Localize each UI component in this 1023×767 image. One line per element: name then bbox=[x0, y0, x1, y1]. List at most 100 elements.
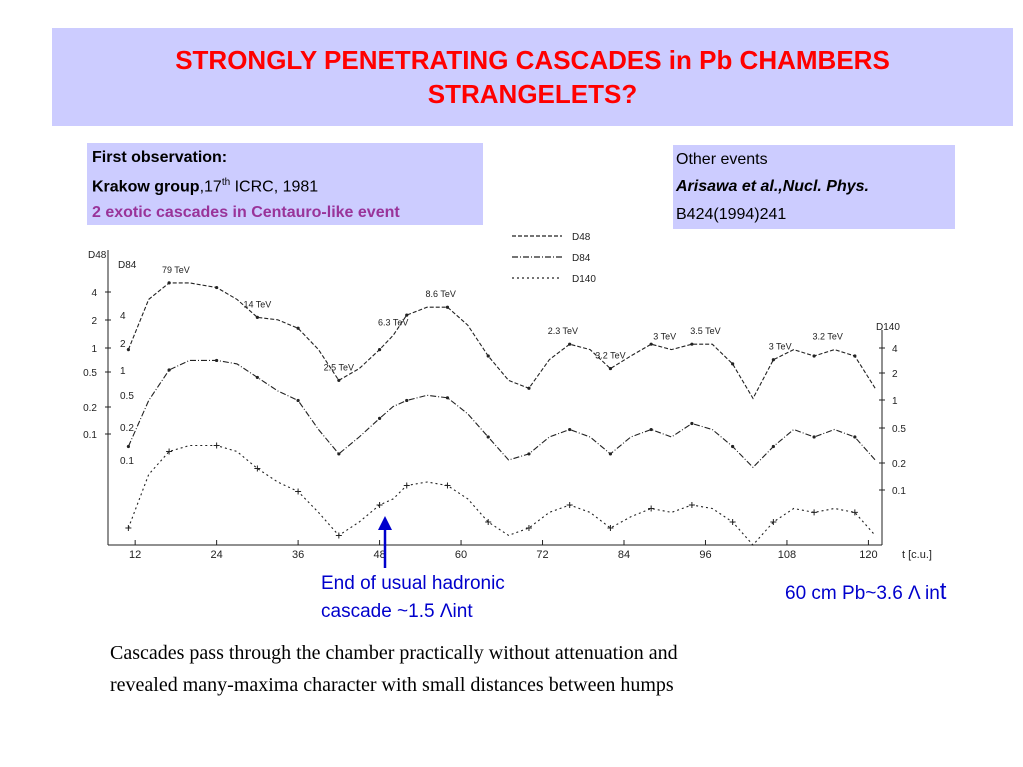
y-tick-label-d140: 0.2 bbox=[892, 459, 906, 470]
data-point bbox=[445, 396, 450, 400]
caption-line2: revealed many-maxima character with smal… bbox=[110, 674, 674, 696]
exotic-cascades-text: 2 exotic cascades in Centauro-like event bbox=[92, 204, 400, 221]
krakow-comma: ,17 bbox=[199, 178, 222, 196]
data-point bbox=[167, 281, 171, 285]
legend-entry: D84 bbox=[572, 253, 591, 264]
energy-label: 3 TeV bbox=[769, 342, 792, 352]
other-events-box bbox=[673, 145, 955, 229]
legend-entry: D140 bbox=[572, 274, 596, 285]
data-point bbox=[608, 452, 613, 456]
data-point bbox=[607, 525, 614, 532]
krakow-reference: Krakow group,17th ICRC, 1981 bbox=[92, 177, 318, 196]
y-tick-label-d84: 0.5 bbox=[120, 391, 134, 402]
y-tick-label-d84: 0.2 bbox=[120, 423, 134, 434]
y-tick-label-d48: 2 bbox=[91, 316, 97, 327]
data-point bbox=[126, 444, 130, 449]
data-point bbox=[851, 509, 858, 516]
other-events-label: Other events bbox=[676, 151, 768, 168]
data-point bbox=[568, 427, 572, 432]
energy-label: 3.2 TeV bbox=[813, 332, 843, 342]
data-point bbox=[527, 452, 531, 456]
data-point bbox=[167, 368, 171, 372]
energy-label: 14 TeV bbox=[243, 299, 271, 309]
data-point bbox=[731, 444, 735, 449]
y-tick-label-d48: 0.2 bbox=[83, 403, 97, 414]
data-point bbox=[254, 465, 261, 472]
data-point bbox=[812, 354, 816, 358]
slide-title-line1: STRONGLY PENETRATING CASCADES in Pb CHAM… bbox=[175, 45, 890, 75]
x-tick-label: 120 bbox=[859, 549, 877, 561]
arisawa-reference: Arisawa et al.,Nucl. Phys. bbox=[676, 178, 869, 195]
end-note-line1: End of usual hadronic bbox=[321, 573, 505, 594]
data-point bbox=[296, 398, 300, 403]
x-tick-label: 96 bbox=[699, 549, 711, 561]
x-tick-label: 24 bbox=[211, 549, 223, 561]
y-tick-label-d84: 0.1 bbox=[120, 456, 134, 467]
data-point bbox=[729, 518, 736, 525]
data-point bbox=[731, 362, 735, 366]
end-cascade-arrowhead bbox=[378, 516, 392, 530]
data-point bbox=[296, 326, 300, 330]
title-banner: STRONGLY PENETRATING CASCADES in Pb CHAM… bbox=[52, 28, 1013, 126]
legend-entry: D48 bbox=[572, 232, 591, 243]
series-line-d140 bbox=[127, 444, 876, 546]
data-point bbox=[377, 347, 382, 352]
x-tick-label: 108 bbox=[778, 549, 796, 561]
caption-line1: Cascades pass through the chamber practi… bbox=[110, 642, 678, 664]
y-tick-label-d140: 1 bbox=[892, 396, 898, 407]
first-observation-box bbox=[87, 143, 483, 225]
krakow-sup: th bbox=[221, 177, 231, 188]
y-tick-label-d140: 0.5 bbox=[892, 424, 906, 435]
data-point bbox=[608, 366, 613, 371]
data-point bbox=[337, 378, 341, 383]
krakow-rest: ICRC, 1981 bbox=[230, 178, 319, 196]
y-tick-label-d84: 1 bbox=[120, 366, 126, 377]
data-point bbox=[527, 386, 531, 390]
y-tick-label-d140: 2 bbox=[892, 369, 898, 380]
data-point bbox=[525, 525, 532, 532]
data-point bbox=[444, 482, 451, 489]
data-point bbox=[376, 501, 383, 508]
data-point bbox=[445, 305, 450, 309]
y-tick-label-d84: 2 bbox=[120, 339, 126, 350]
data-point bbox=[403, 482, 410, 489]
data-point bbox=[853, 354, 857, 358]
energy-label: 3.5 TeV bbox=[690, 326, 720, 336]
energy-label: 2.3 TeV bbox=[548, 326, 578, 336]
data-point bbox=[811, 509, 818, 516]
data-point bbox=[566, 501, 573, 508]
krakow-group: Krakow group bbox=[92, 178, 200, 196]
data-point bbox=[335, 532, 342, 539]
data-point bbox=[337, 452, 341, 456]
data-point bbox=[690, 342, 694, 346]
data-point bbox=[405, 398, 409, 403]
energy-label: 8.6 TeV bbox=[426, 289, 456, 299]
energy-label: 3 TeV bbox=[653, 332, 676, 342]
energy-label: 2.5 TeV bbox=[324, 362, 354, 372]
data-point bbox=[690, 421, 694, 426]
data-point bbox=[771, 444, 775, 449]
data-point bbox=[126, 347, 130, 352]
data-point bbox=[770, 518, 777, 525]
data-point bbox=[295, 488, 302, 495]
y-tick-label-d48: 1 bbox=[91, 344, 97, 355]
data-point bbox=[215, 358, 219, 363]
y-tick-label-d140: 4 bbox=[892, 344, 898, 355]
data-point bbox=[255, 375, 259, 380]
data-point bbox=[648, 505, 655, 512]
data-point bbox=[771, 358, 775, 362]
series-line-d84 bbox=[127, 359, 876, 469]
pb-thickness-note: 60 cm Pb~3.6 Λ int bbox=[785, 578, 946, 606]
end-note-line2: cascade ~1.5 Λint bbox=[321, 601, 473, 622]
y-tick-label-d48: 4 bbox=[91, 288, 97, 299]
x-tick-label: 84 bbox=[618, 549, 630, 561]
data-point bbox=[812, 435, 816, 439]
axis-label-d84: D84 bbox=[118, 260, 137, 271]
pb-note-tail: t bbox=[939, 578, 947, 605]
data-point bbox=[405, 313, 409, 317]
pb-note-main: 60 cm Pb~3.6 Λ in bbox=[785, 583, 940, 604]
data-point bbox=[255, 315, 259, 319]
x-axis-label: t [c.u.] bbox=[902, 549, 932, 561]
data-point bbox=[485, 518, 492, 525]
